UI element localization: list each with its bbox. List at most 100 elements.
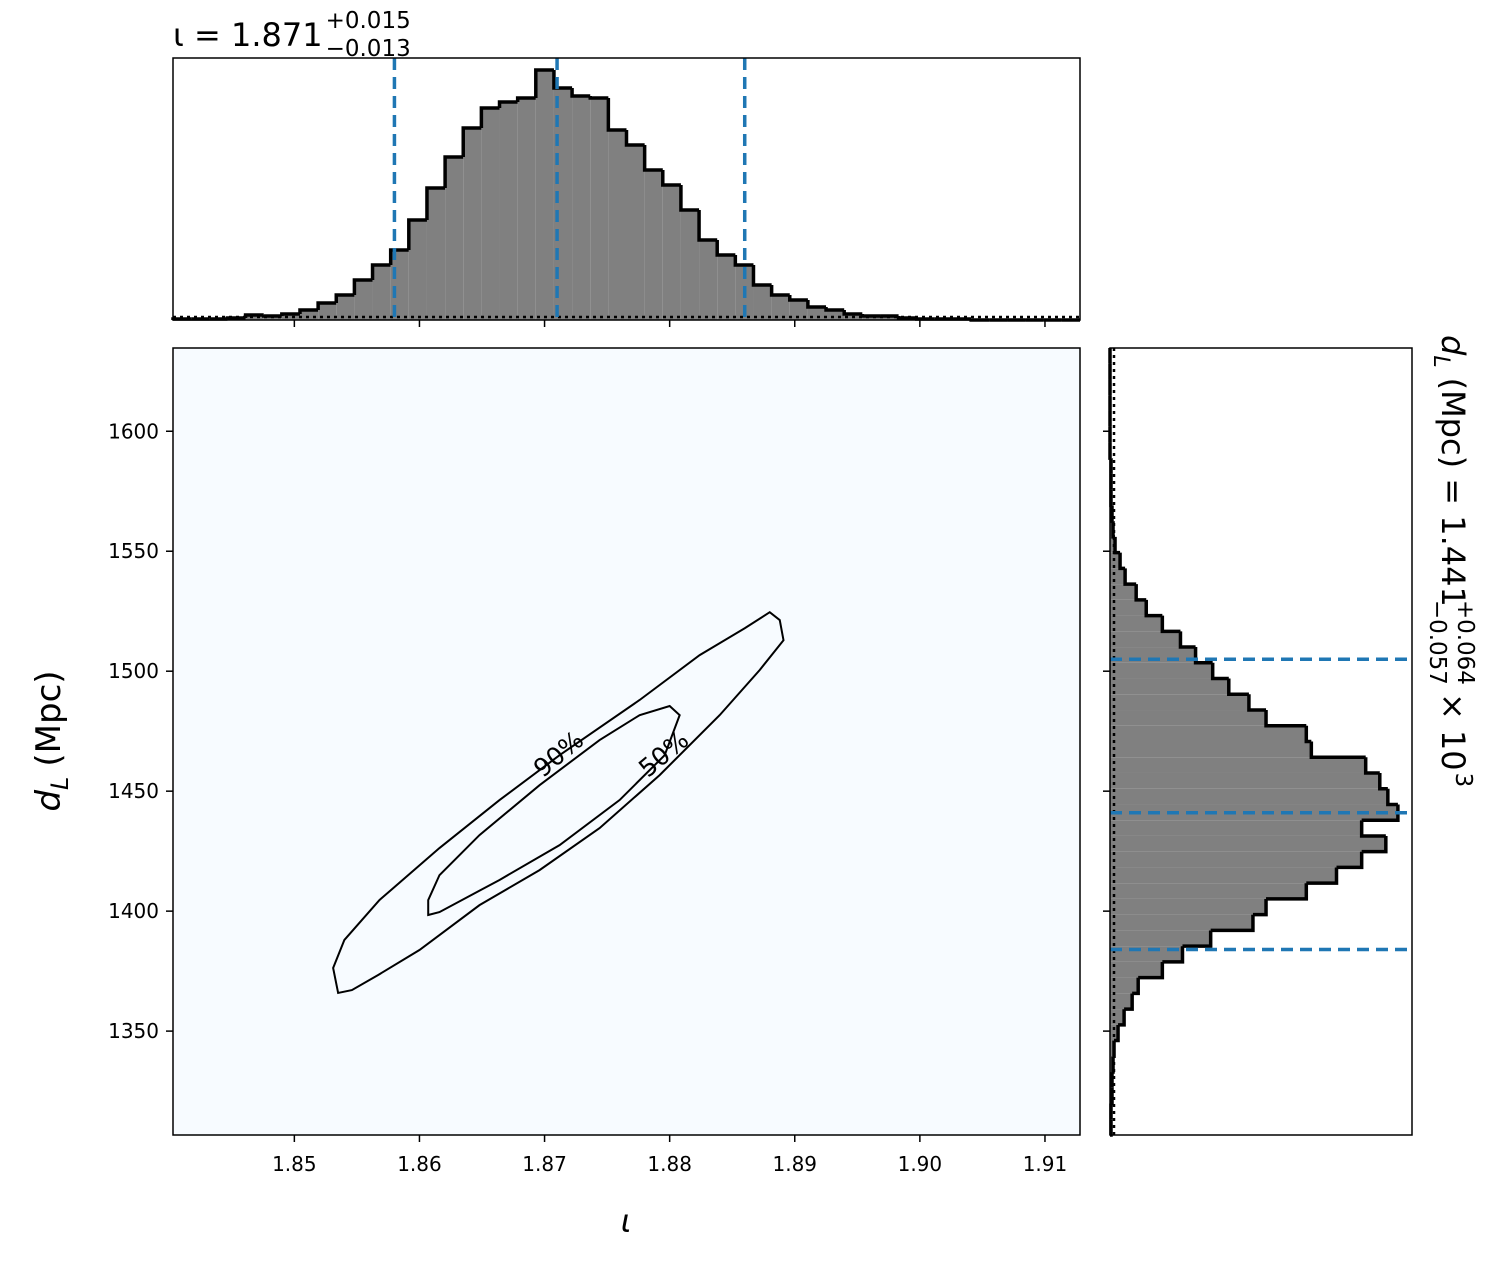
bar-outline	[1309, 741, 1366, 759]
bar	[1110, 930, 1211, 947]
bar-outline	[733, 255, 754, 267]
bar-outline	[824, 307, 845, 312]
bar-outline	[1193, 647, 1213, 665]
bar-outline	[1109, 489, 1113, 508]
bar	[517, 98, 536, 320]
bar	[336, 295, 355, 320]
bar-outline	[298, 308, 319, 314]
bar-outline	[1378, 772, 1388, 791]
x-tick-label: 1.89	[772, 1152, 817, 1176]
bar-outline	[715, 240, 736, 257]
contour	[332, 610, 785, 995]
bar-outline	[1359, 820, 1386, 838]
bar-outline	[1227, 678, 1249, 697]
y-tick-label: 1500	[108, 659, 159, 683]
bar	[1110, 883, 1307, 899]
axes-frame	[172, 57, 1081, 321]
bar	[826, 310, 845, 320]
bar	[1110, 662, 1213, 679]
bar	[281, 314, 300, 320]
bar-outline	[1114, 1024, 1120, 1043]
bar	[590, 98, 609, 320]
bar-outline	[606, 98, 627, 132]
bar	[862, 316, 881, 320]
bar	[1110, 568, 1126, 585]
bar-outline	[461, 126, 482, 157]
bar	[717, 255, 736, 320]
x-tick-label: 1.87	[522, 1152, 567, 1176]
right-label-text: dL (Mpc) = 1.441	[1428, 335, 1472, 607]
right-label-exponent: 3	[1450, 773, 1476, 788]
bar	[789, 300, 808, 320]
bar	[1110, 788, 1388, 805]
bar-outline	[1138, 961, 1165, 980]
bar	[299, 310, 319, 320]
right-label-subscript: L	[1428, 355, 1453, 367]
bar	[1110, 977, 1139, 994]
bar-outline	[479, 106, 500, 128]
bar-outline	[388, 248, 409, 265]
bar-outline	[1361, 804, 1400, 822]
bar-outline	[914, 317, 935, 321]
bar	[1110, 536, 1116, 553]
bar-outline	[1264, 710, 1307, 728]
bar	[372, 265, 391, 320]
bar-outline	[769, 285, 790, 297]
bar	[1110, 946, 1183, 962]
bar	[1110, 599, 1147, 616]
bar-outline	[552, 70, 573, 90]
bar-outline	[1363, 757, 1380, 775]
contour	[427, 704, 681, 917]
title-text: ι = 1.871	[173, 16, 323, 54]
bar-outline	[261, 314, 282, 318]
axes-frame	[172, 347, 1081, 1136]
right-label-factor: × 10	[1434, 693, 1472, 771]
bar-outline	[370, 263, 391, 280]
bar-outline	[679, 185, 700, 212]
right-label-symbol: d	[1434, 335, 1472, 356]
bar	[1110, 710, 1267, 726]
bar-outline	[225, 316, 246, 320]
bar-outline	[1304, 725, 1312, 744]
bar-outline	[751, 265, 772, 287]
bar-outline	[534, 68, 554, 98]
bar	[426, 188, 446, 320]
title-sub: −0.013	[326, 36, 411, 62]
x-tick-label: 1.85	[272, 1152, 317, 1176]
bar	[1110, 993, 1133, 1010]
x-tick-label: 1.90	[898, 1152, 943, 1176]
bar	[1110, 1009, 1125, 1025]
y-tick-label: 1400	[108, 899, 159, 923]
bar	[680, 210, 700, 320]
bar	[354, 280, 373, 320]
bar	[1110, 820, 1362, 836]
right-label: dL (Mpc) = 1.441 +0.064 −0.057 × 10 3	[1424, 335, 1478, 787]
bar-outline	[407, 218, 427, 250]
bar-outline	[280, 312, 300, 316]
right-label-sup: +0.064	[1452, 600, 1478, 685]
title-sup: +0.015	[326, 8, 411, 34]
bar-outline	[1182, 930, 1213, 948]
bar	[1110, 851, 1362, 868]
bar-outline	[806, 300, 827, 309]
bar	[245, 315, 264, 320]
bar	[699, 240, 718, 320]
y-label-unit: (Mpc)	[29, 670, 69, 766]
bar	[771, 295, 790, 320]
bar-outline	[1110, 1087, 1114, 1106]
bar-outline	[1361, 835, 1388, 854]
bar	[445, 157, 464, 320]
bar	[1110, 678, 1229, 695]
bar-outline	[1210, 662, 1229, 681]
bar	[1110, 914, 1253, 931]
bar-outline	[1247, 694, 1267, 712]
bar-outline	[352, 278, 373, 295]
bar-outline	[1252, 898, 1268, 917]
bar-outline	[515, 96, 536, 102]
x-tick-label: 1.91	[1023, 1152, 1068, 1176]
bar	[644, 170, 663, 320]
bar-outline	[1266, 883, 1309, 901]
bar-outline	[1144, 599, 1163, 618]
bar-outline	[1210, 914, 1255, 933]
